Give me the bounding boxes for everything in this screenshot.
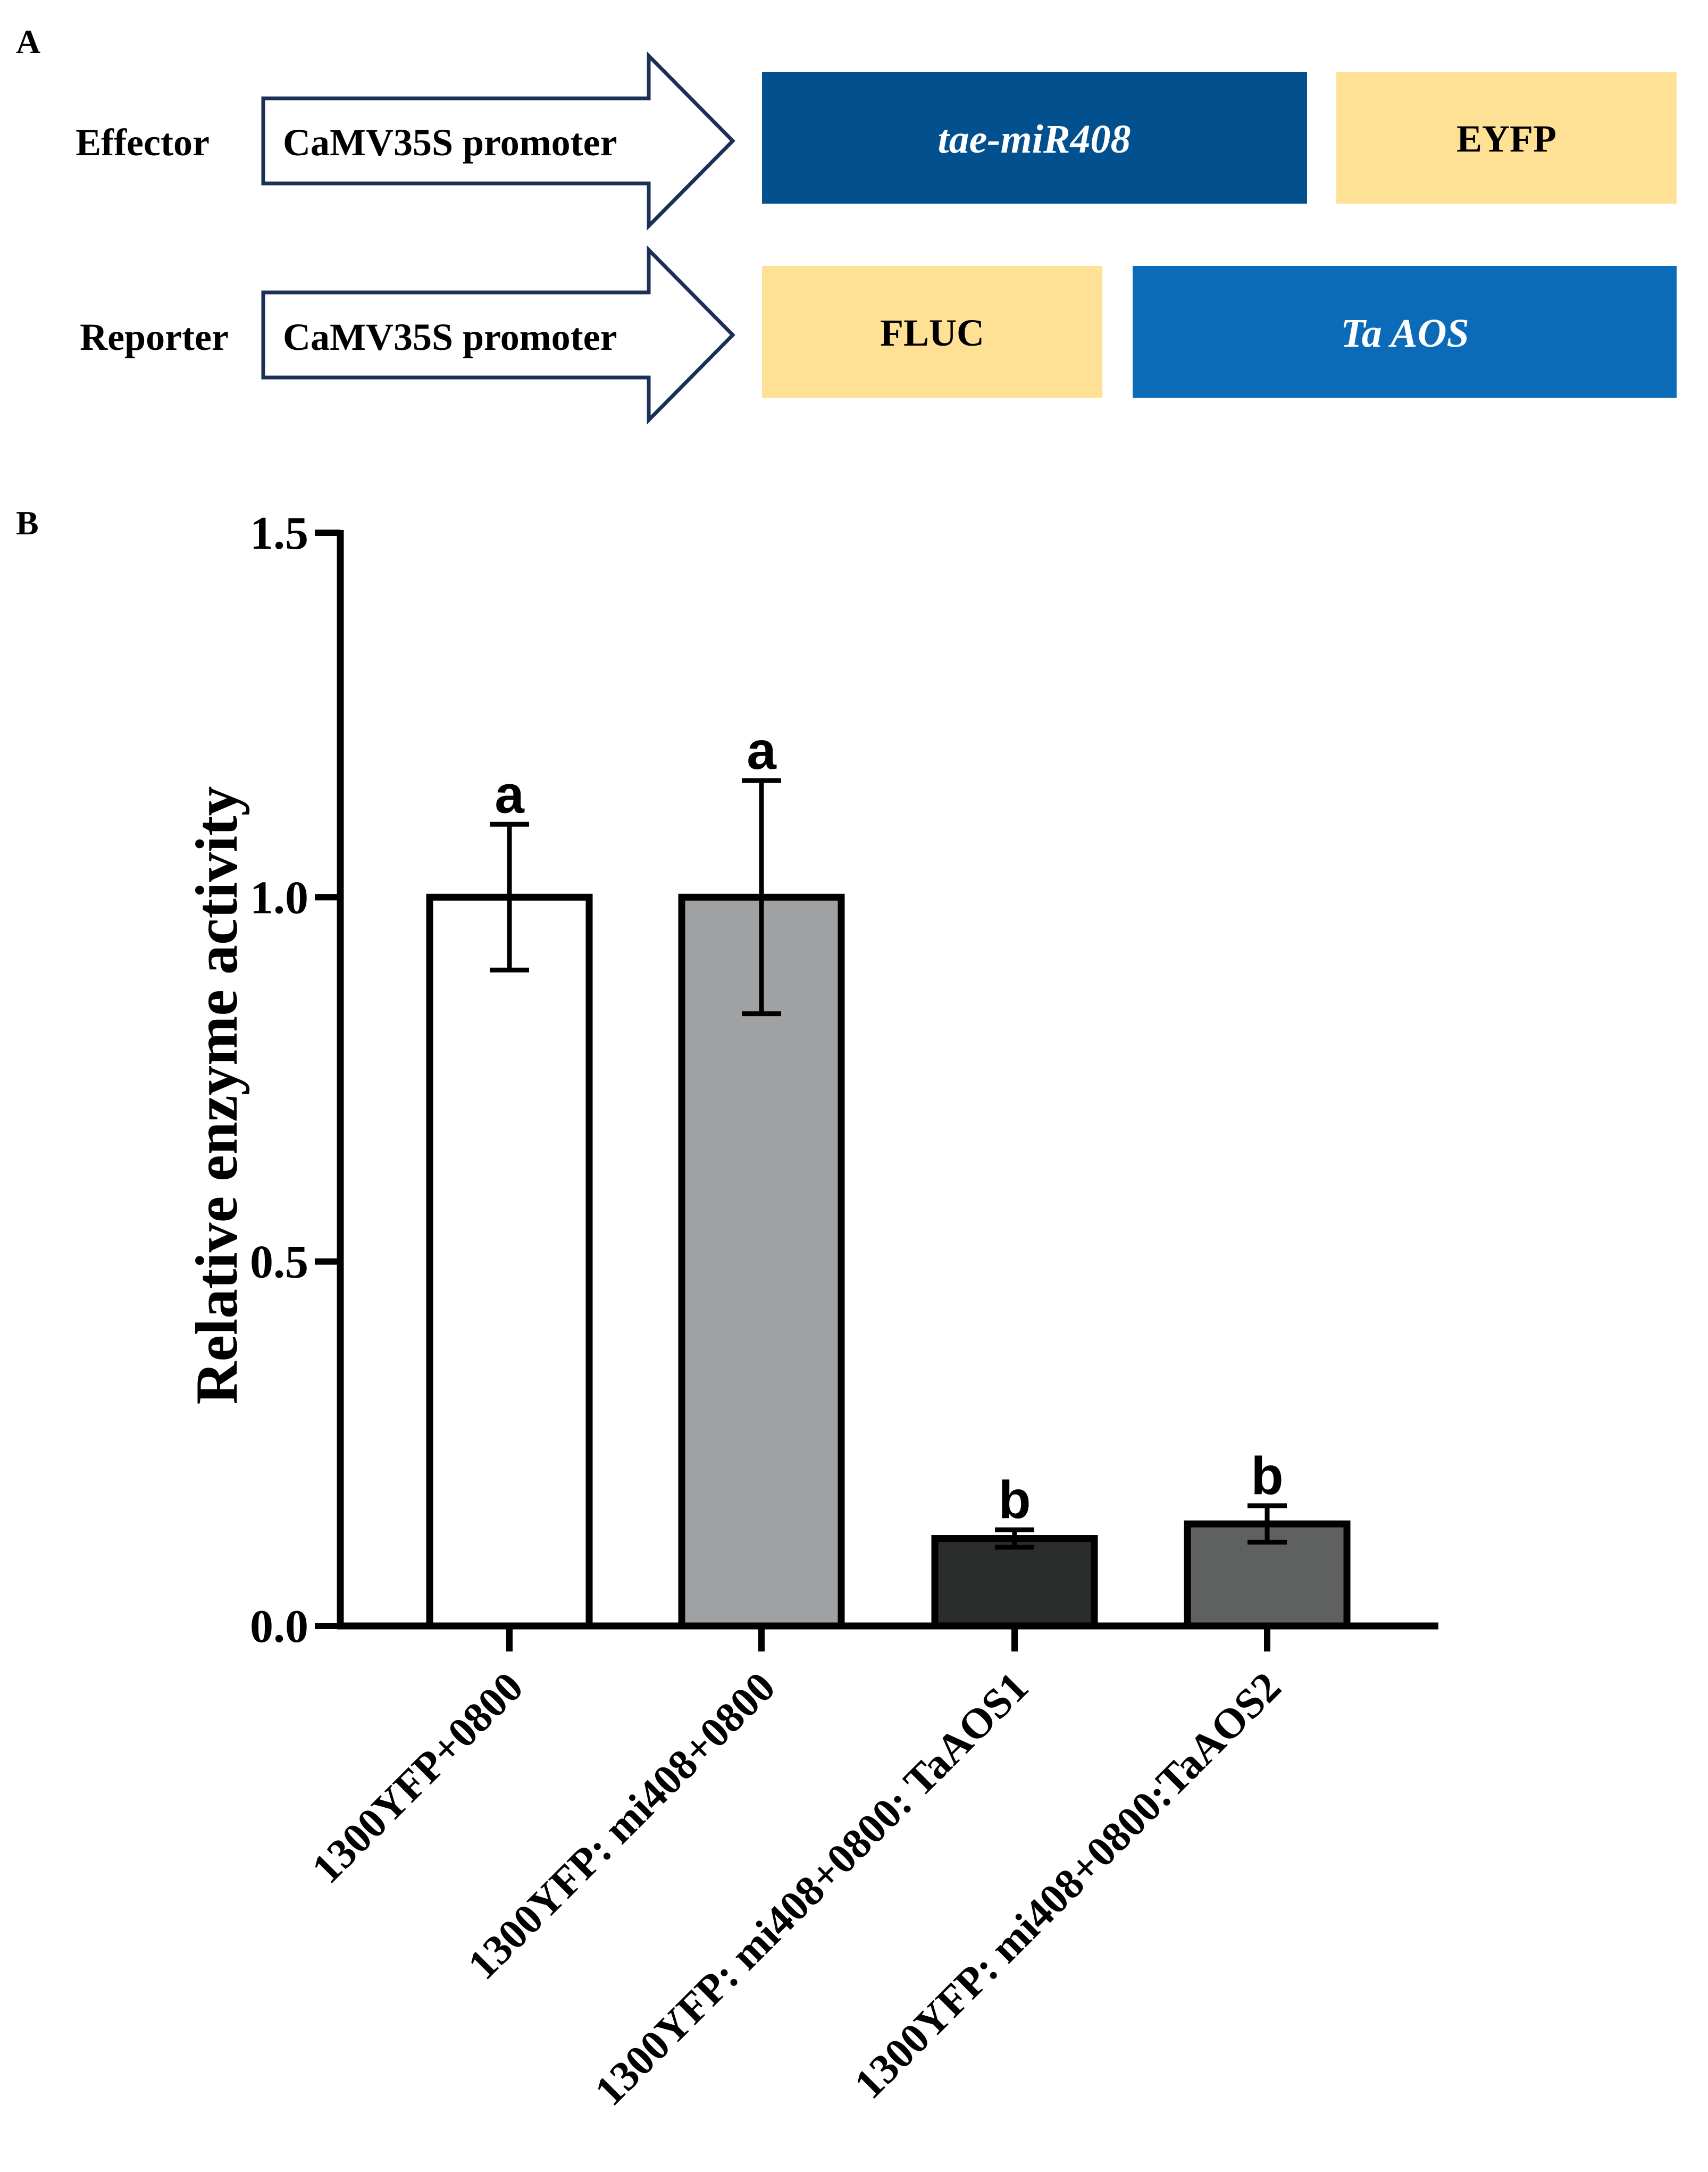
- x-category-label-1: 1300YFP+0800: [303, 1664, 532, 1893]
- x-category-label-3: 1300YFP: mi408+0800: TaAOS1: [586, 1664, 1037, 2115]
- y-axis-title: Relative enzyme activity: [184, 786, 250, 1404]
- reporter-promoter-label: CaMV35S promoter: [283, 316, 617, 358]
- reporter-construct: Reporter CaMV35S promoter FLUC Ta AOS: [80, 245, 1677, 425]
- panel-b-label: B: [16, 504, 39, 542]
- y-tick-label-2: 1.0: [250, 872, 308, 924]
- effector-tag-label: EYFP: [1456, 118, 1556, 160]
- effector-tag-box: [1336, 72, 1677, 204]
- significance-letter-4: b: [1251, 1446, 1283, 1506]
- effector-promoter-label: CaMV35S promoter: [283, 121, 617, 164]
- reporter-row-label: Reporter: [80, 316, 229, 358]
- reporter-gene-box: [1133, 266, 1677, 398]
- y-tick-label-3: 1.5: [250, 508, 308, 559]
- effector-row-label: Effector: [76, 121, 210, 164]
- effector-construct: Effector CaMV35S promoter tae-miR408 EYF…: [76, 51, 1677, 231]
- bar-3: [931, 1535, 1098, 1630]
- y-tick-label-1: 0.5: [250, 1237, 308, 1288]
- significance-letter-2: a: [747, 721, 777, 781]
- x-category-label-4: 1300YFP: mi408+0800:TaAOS2: [845, 1664, 1290, 2108]
- reporter-promoter-arrow: [261, 245, 735, 425]
- reporter-tag-label: FLUC: [880, 312, 984, 354]
- reporter-tag-box: [762, 266, 1102, 398]
- reporter-gene-label: Ta AOS: [1341, 311, 1469, 356]
- effector-promoter-arrow: [261, 51, 735, 231]
- effector-gene-box: [762, 72, 1307, 204]
- significance-letter-1: a: [495, 765, 525, 824]
- bar-1: [426, 893, 593, 1630]
- y-tick-label-0: 0.0: [250, 1601, 308, 1653]
- panel-a: A Effector CaMV35S promoter tae-miR408 E…: [16, 23, 1677, 425]
- significance-letter-3: b: [998, 1470, 1031, 1530]
- panel-a-label: A: [16, 23, 40, 61]
- effector-gene-label: tae-miR408: [937, 117, 1131, 162]
